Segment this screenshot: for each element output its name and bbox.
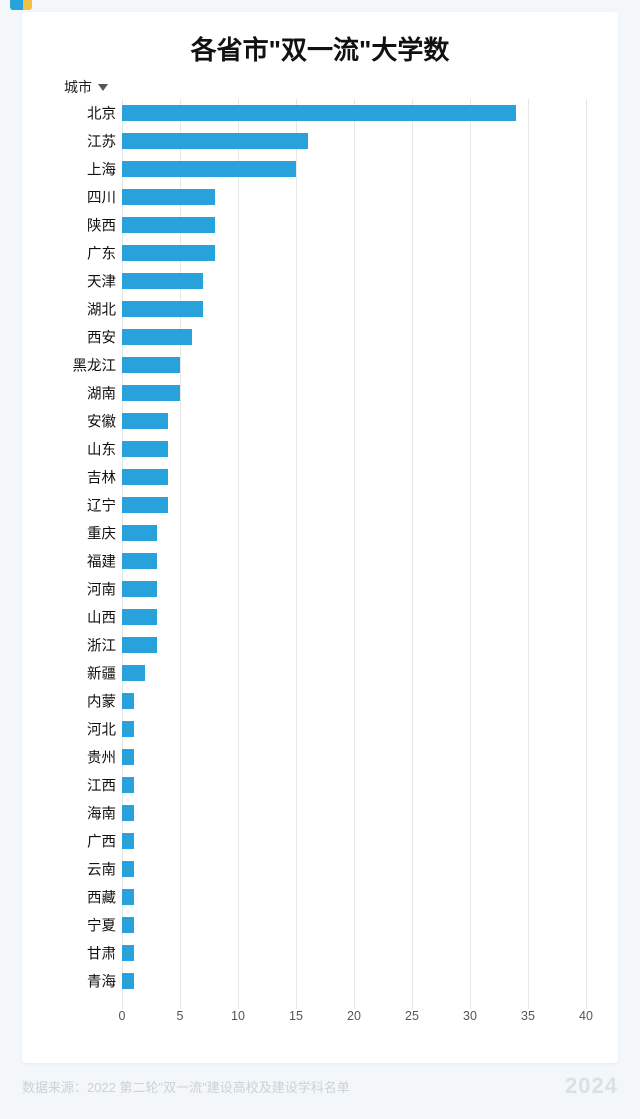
y-tick-label: 西藏: [87, 887, 116, 908]
bar: [122, 273, 203, 289]
bar: [122, 217, 215, 233]
y-tick-label: 四川: [87, 187, 116, 208]
y-tick-label: 河南: [87, 579, 116, 600]
bar: [122, 973, 134, 989]
y-tick-label: 黑龙江: [73, 355, 117, 376]
grid-line: [354, 99, 355, 1009]
y-tick-label: 辽宁: [87, 495, 116, 516]
y-tick-label: 陕西: [87, 215, 116, 236]
y-tick-label: 天津: [87, 271, 116, 292]
bar: [122, 469, 168, 485]
bar: [122, 497, 168, 513]
bar: [122, 189, 215, 205]
y-tick-label: 西安: [87, 327, 116, 348]
bar: [122, 889, 134, 905]
x-tick-label: 35: [521, 1009, 535, 1023]
y-tick-label: 吉林: [87, 467, 116, 488]
y-tick-label: 广东: [87, 243, 116, 264]
x-tick-label: 5: [177, 1009, 184, 1023]
y-tick-label: 云南: [87, 859, 116, 880]
y-tick-label: 湖北: [87, 299, 116, 320]
bar: [122, 301, 203, 317]
x-tick-label: 40: [579, 1009, 593, 1023]
x-tick-label: 25: [405, 1009, 419, 1023]
bar: [122, 105, 516, 121]
bar: [122, 833, 134, 849]
bar: [122, 777, 134, 793]
y-tick-label: 江西: [87, 775, 116, 796]
y-tick-label: 浙江: [87, 635, 116, 656]
top-accent-bar: [10, 0, 32, 10]
bar: [122, 861, 134, 877]
column-header-label: 城市: [64, 77, 92, 97]
bar: [122, 609, 157, 625]
bar: [122, 357, 180, 373]
bar: [122, 133, 308, 149]
y-tick-label: 甘肃: [87, 943, 116, 964]
y-tick-label: 重庆: [87, 523, 116, 544]
x-tick-label: 20: [347, 1009, 361, 1023]
x-tick-label: 10: [231, 1009, 245, 1023]
footer: 数据来源：2022 第二轮"双一流"建设高校及建设学科名单 2024: [22, 1073, 618, 1099]
y-tick-label: 贵州: [87, 747, 116, 768]
bar: [122, 525, 157, 541]
bar: [122, 945, 134, 961]
y-tick-label: 河北: [87, 719, 116, 740]
y-tick-label: 湖南: [87, 383, 116, 404]
x-tick-label: 30: [463, 1009, 477, 1023]
y-tick-label: 海南: [87, 803, 116, 824]
x-tick-label: 15: [289, 1009, 303, 1023]
sort-descending-icon: [98, 84, 108, 91]
y-tick-label: 青海: [87, 971, 116, 992]
bar: [122, 413, 168, 429]
y-tick-label: 内蒙: [87, 691, 116, 712]
footer-year: 2024: [565, 1073, 618, 1099]
bar: [122, 581, 157, 597]
data-source-text: 数据来源：2022 第二轮"双一流"建设高校及建设学科名单: [22, 1077, 350, 1096]
chart-title: 各省市"双一流"大学数: [36, 30, 604, 67]
y-tick-label: 宁夏: [87, 915, 116, 936]
y-tick-label: 新疆: [87, 663, 116, 684]
x-axis: 0510152025303540: [122, 1009, 586, 1033]
bar: [122, 721, 134, 737]
bar: [122, 805, 134, 821]
y-tick-label: 上海: [87, 159, 116, 180]
bar: [122, 329, 192, 345]
y-axis-labels: 北京江苏上海四川陕西广东天津湖北西安黑龙江湖南安徽山东吉林辽宁重庆福建河南山西浙…: [36, 99, 122, 1009]
x-tick-label: 0: [119, 1009, 126, 1023]
grid-line: [470, 99, 471, 1009]
bar: [122, 637, 157, 653]
chart-plot: 北京江苏上海四川陕西广东天津湖北西安黑龙江湖南安徽山东吉林辽宁重庆福建河南山西浙…: [36, 99, 604, 1053]
chart-card: 各省市"双一流"大学数 城市 北京江苏上海四川陕西广东天津湖北西安黑龙江湖南安徽…: [22, 12, 618, 1063]
bar: [122, 245, 215, 261]
y-tick-label: 福建: [87, 551, 116, 572]
chart-area: [122, 99, 586, 1009]
column-header[interactable]: 城市: [36, 77, 604, 97]
y-tick-label: 山东: [87, 439, 116, 460]
grid-line: [412, 99, 413, 1009]
grid-line: [528, 99, 529, 1009]
bar: [122, 553, 157, 569]
grid-line: [238, 99, 239, 1009]
y-tick-label: 江苏: [87, 131, 116, 152]
y-tick-label: 广西: [87, 831, 116, 852]
grid-line: [180, 99, 181, 1009]
grid-line: [296, 99, 297, 1009]
bar: [122, 665, 145, 681]
y-tick-label: 北京: [87, 103, 116, 124]
bar: [122, 441, 168, 457]
bar: [122, 693, 134, 709]
page-root: 各省市"双一流"大学数 城市 北京江苏上海四川陕西广东天津湖北西安黑龙江湖南安徽…: [0, 0, 640, 1119]
bar: [122, 917, 134, 933]
grid-line: [586, 99, 587, 1009]
y-tick-label: 山西: [87, 607, 116, 628]
bar: [122, 749, 134, 765]
bar: [122, 385, 180, 401]
y-tick-label: 安徽: [87, 411, 116, 432]
bar: [122, 161, 296, 177]
